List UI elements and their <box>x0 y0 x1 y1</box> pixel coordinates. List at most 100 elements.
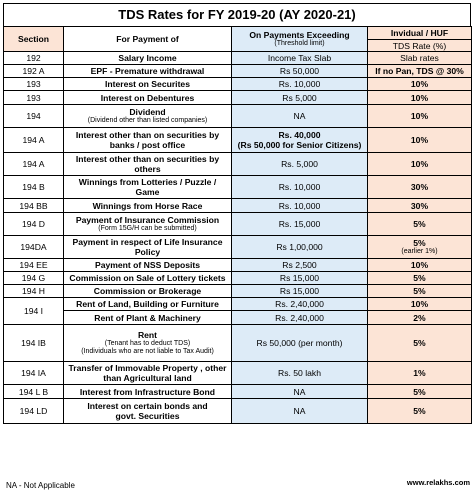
table-title: TDS Rates for FY 2019-20 (AY 2020-21) <box>3 3 471 26</box>
rate-value: 5% <box>413 273 426 283</box>
payment-label: Commission on Sale of Lottery tickets <box>69 273 226 283</box>
rate-value: 10% <box>410 135 429 145</box>
table-row: 194 H Commission or Brokerage Rs 15,000 5% <box>3 284 472 298</box>
section-cell: 194 B <box>3 175 64 199</box>
payment-label: Interest from Infrastructure Bond <box>79 386 216 397</box>
section-cell: 193 <box>3 90 64 105</box>
threshold-cell: Rs. 5,000 <box>231 152 368 176</box>
payment-sublabel: Game <box>135 187 160 197</box>
payment-label: Rent <box>137 330 158 340</box>
section-cell: 194 G <box>3 271 64 285</box>
rate-value: 30% <box>410 182 429 192</box>
header-section: Section <box>3 26 64 52</box>
header-individual: Invidual / HUF <box>367 26 472 40</box>
payment-cell: Payment of NSS Deposits <box>63 258 232 272</box>
threshold-value: Rs. 50 lakh <box>278 368 321 378</box>
threshold-cell: Rs. 10,000 <box>231 198 368 213</box>
payment-label: Payment of Insurance Commission <box>75 215 220 225</box>
threshold-value: Rs. 40,000 <box>278 130 321 140</box>
rate-cell: 5% <box>367 271 472 285</box>
threshold-cell: NA <box>231 104 368 128</box>
table-row: 194 BB Winnings from Horse Race Rs. 10,000… <box>3 198 472 213</box>
payment-cell: Interest other than on securities by bank… <box>63 127 232 153</box>
payment-label: Rent of Plant & Machinery <box>94 312 201 323</box>
rate-cell: 5% (earlier 1%) <box>367 235 472 259</box>
rate-cell: 10% <box>367 127 472 153</box>
threshold-cell: Rs 1,00,000 <box>231 235 368 259</box>
rate-value: If no Pan, TDS @ 30% <box>375 66 464 76</box>
threshold-cell: Rs 50,000 <box>231 64 368 78</box>
threshold-value: Rs 2,500 <box>282 260 317 270</box>
threshold-value: Rs. 2,40,000 <box>275 312 324 323</box>
table-row: 194 LD Interest on certain bonds and govt.… <box>3 398 472 424</box>
payment-cell: Rent of Plant & Machinery <box>63 310 232 325</box>
payment-sublabel: than Agricultural land <box>103 373 192 383</box>
rate-value: 10% <box>410 260 429 270</box>
section-cell: 194 H <box>3 284 64 298</box>
table-row: 194 I Rent of Land, Building or Furniture… <box>3 297 472 325</box>
footer-site: www.relakhs.com <box>406 478 470 487</box>
section-cell: 194 D <box>3 212 64 236</box>
rate-cell: 10% <box>367 258 472 272</box>
threshold-cell: Rs 15,000 <box>231 271 368 285</box>
payment-cell: Interest from Infrastructure Bond <box>63 384 232 399</box>
header-payment: For Payment of <box>63 26 232 52</box>
rate-value: 10% <box>410 111 429 121</box>
threshold-cell: Rs. 10,000 <box>231 77 368 91</box>
rate-value: 10% <box>410 92 429 103</box>
section-cell: 194 EE <box>3 258 64 272</box>
header-threshold-label: On Payments Exceeding <box>249 30 350 40</box>
threshold-value: Rs 15,000 <box>279 286 320 296</box>
table-row: 193 Interest on Debentures Rs 5,000 10% <box>3 90 472 105</box>
threshold-cell: Income Tax Slab <box>231 51 368 65</box>
payment-sublabel-2: (Individuals who are not liable to Tax A… <box>81 348 214 355</box>
threshold-cell: Rs. 50 lakh <box>231 361 368 385</box>
rate-cell: 5% <box>367 384 472 399</box>
rate-value: 10% <box>410 79 429 89</box>
payment-label: Interest other than on securities by <box>75 154 220 164</box>
threshold-value: Rs. 10,000 <box>278 79 321 89</box>
threshold-sublabel: (Rs 50,000 for Senior Citizens) <box>237 140 362 150</box>
payment-label: Transfer of Immovable Property , other <box>68 363 227 373</box>
threshold-cell: Rs 5,000 <box>231 90 368 105</box>
payment-cell: Winnings from Horse Race <box>63 198 232 213</box>
rate-value: Slab rates <box>400 53 439 63</box>
payment-cell: Interest other than on securities by othe… <box>63 152 232 176</box>
table-row: 194 B Winnings from Lotteries / Puzzle / G… <box>3 175 472 199</box>
threshold-cell: Rs. 2,40,000 <box>231 310 368 325</box>
payment-cell: Interest on Debentures <box>63 90 232 105</box>
threshold-cell: Rs. 15,000 <box>231 212 368 236</box>
table-row: 194 IB Rent (Tenant has to deduct TDS) (Ind… <box>3 324 472 362</box>
threshold-value: NA <box>293 406 306 416</box>
threshold-cell: Rs 15,000 <box>231 284 368 298</box>
rate-cell: 10% <box>367 77 472 91</box>
payment-sublabel: others <box>134 164 161 174</box>
payment-label: Dividend <box>129 107 166 117</box>
payment-label: Winnings from Horse Race <box>92 200 203 211</box>
table-row: 194 A Interest other than on securities b… <box>3 127 472 153</box>
payment-label: Winnings from Lotteries / Puzzle / <box>78 177 217 187</box>
payment-cell: Payment of Insurance Commission (Form 15G… <box>63 212 232 236</box>
rate-cell: 5% <box>367 324 472 362</box>
rate-cell: Slab rates <box>367 51 472 65</box>
threshold-cell: Rs. 40,000 (Rs 50,000 for Senior Citizens… <box>231 127 368 153</box>
rate-cell: 5% <box>367 284 472 298</box>
rate-sublabel: (earlier 1%) <box>401 248 438 255</box>
rate-value: 10% <box>410 299 429 309</box>
payment-label: Interest on Debentures <box>100 92 195 103</box>
payment-cell: Payment in respect of Life Insurance Poli… <box>63 235 232 259</box>
rate-cell: If no Pan, TDS @ 30% <box>367 64 472 78</box>
payment-label: Interest on certain bonds and <box>87 401 208 411</box>
payment-sublabel: Policy <box>134 247 161 257</box>
tds-rates-sheet: TDS Rates for FY 2019-20 (AY 2020-21) Se… <box>3 3 472 490</box>
threshold-value: NA <box>293 111 306 121</box>
threshold-value: Rs 50,000 <box>279 66 320 76</box>
table-row: 192 Salary Income Income Tax Slab Slab rate… <box>3 51 472 65</box>
rate-value: 5% <box>413 219 426 229</box>
payment-label: Payment in respect of Life Insurance <box>72 237 223 247</box>
table-row: 193 Interest on Securites Rs. 10,000 10% <box>3 77 472 91</box>
rate-cell: 5% <box>367 212 472 236</box>
threshold-cell: Rs. 2,40,000 <box>231 297 368 311</box>
payment-cell: EPF - Premature withdrawal <box>63 64 232 78</box>
payment-cell: Winnings from Lotteries / Puzzle / Game <box>63 175 232 199</box>
